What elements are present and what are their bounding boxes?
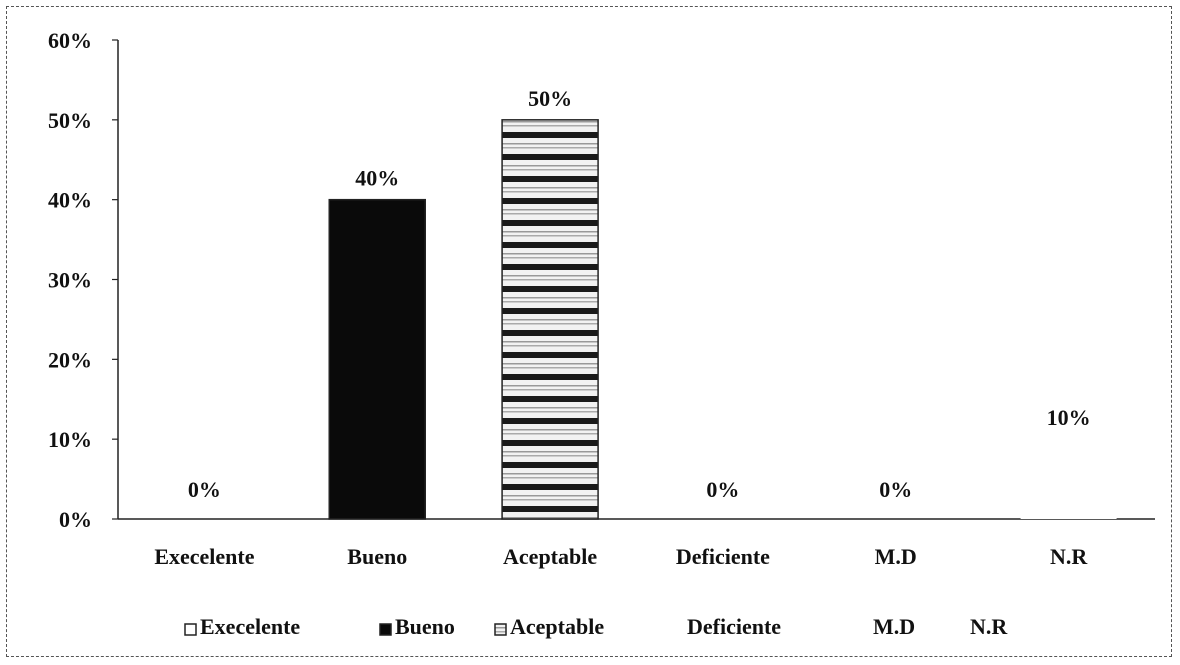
y-tick-label: 60% (48, 28, 92, 53)
category-label: Execelente (154, 544, 254, 569)
legend-swatch (379, 623, 392, 636)
y-tick-label: 30% (48, 268, 92, 293)
data-label: 50% (528, 86, 572, 111)
category-label: Deficiente (676, 544, 770, 569)
legend-swatch (184, 623, 197, 636)
data-label: 10% (1047, 405, 1091, 430)
y-tick-label: 40% (48, 188, 92, 213)
legend-swatch (494, 623, 507, 636)
y-tick-label: 50% (48, 108, 92, 133)
category-label: N.R (1050, 544, 1088, 569)
data-label: 0% (188, 477, 221, 502)
bar-aceptable (501, 119, 599, 520)
legend-swatch (955, 624, 966, 635)
data-label: 40% (355, 166, 399, 191)
y-axis-ticks: 0% 10% 20% 30% 40% 50% 60% (48, 28, 118, 532)
category-label: M.D (875, 544, 917, 569)
legend: Execelente Bueno Aceptable Deficiente M.D N.R (184, 614, 1008, 639)
data-label: 0% (706, 477, 739, 502)
category-label: Bueno (347, 544, 407, 569)
legend-label: Deficiente (687, 614, 781, 639)
category-labels-group: Execelente Bueno Aceptable Deficiente M.D N.R (154, 544, 1088, 569)
bar-n-r (1020, 439, 1117, 519)
y-tick-label: 0% (59, 507, 92, 532)
bar-bueno (328, 198, 426, 520)
legend-label: Bueno (395, 614, 455, 639)
data-label: 0% (879, 477, 912, 502)
data-labels-group: 0% 40% 50% 0% 0% 10% (188, 86, 1091, 502)
legend-label: Aceptable (510, 614, 604, 639)
legend-label: Execelente (200, 614, 300, 639)
legend-label: N.R (970, 614, 1008, 639)
legend-label: M.D (873, 614, 915, 639)
y-tick-label: 10% (48, 427, 92, 452)
category-label: Aceptable (503, 544, 597, 569)
y-tick-label: 20% (48, 347, 92, 372)
bars-group (328, 119, 1117, 520)
legend-swatch (858, 624, 869, 635)
legend-swatch (672, 624, 683, 635)
